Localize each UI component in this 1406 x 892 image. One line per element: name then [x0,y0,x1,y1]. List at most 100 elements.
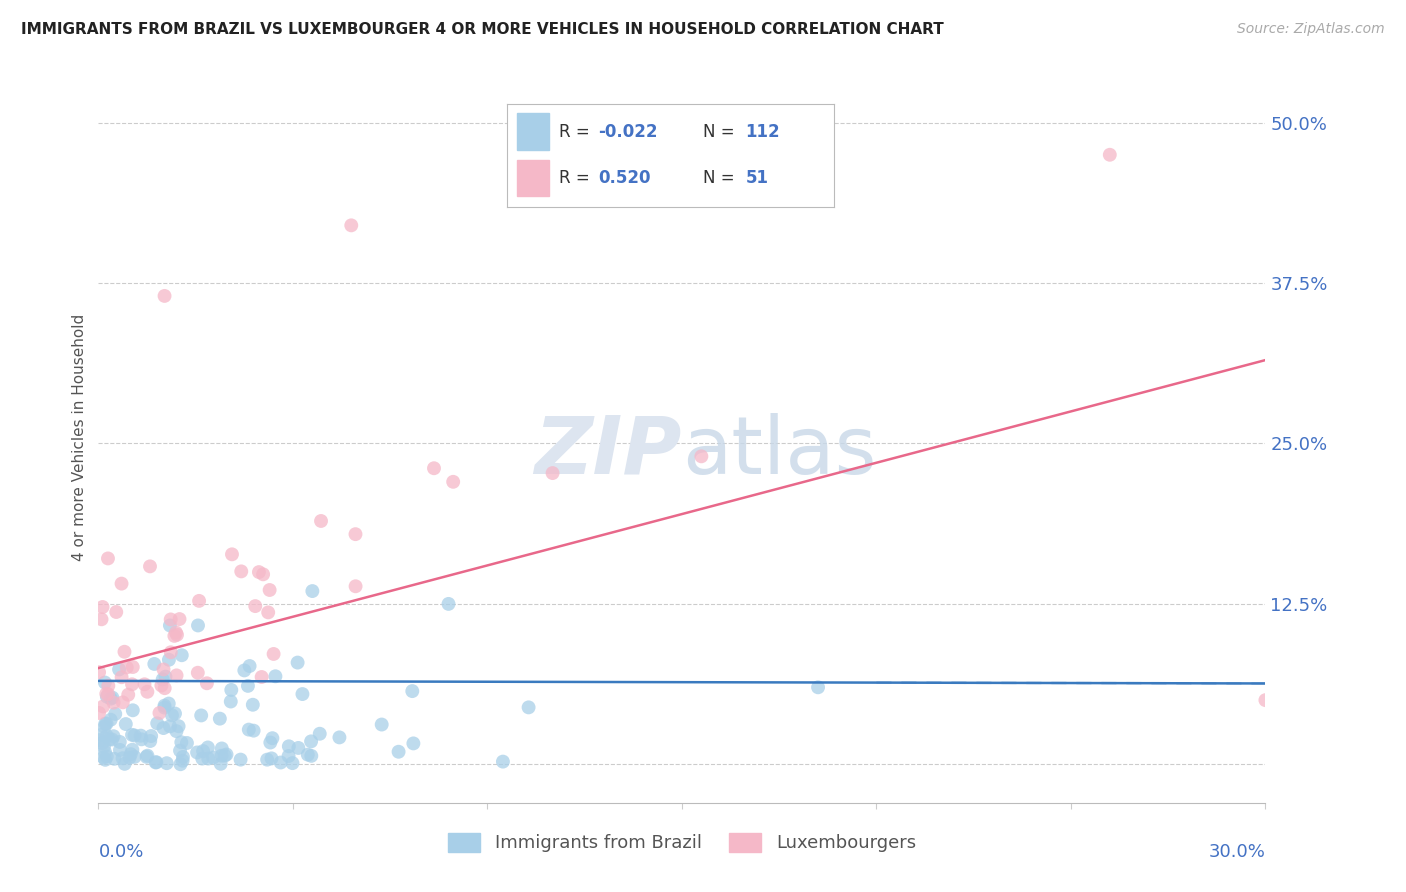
Point [97,679,120,693]
Point [94,753,117,767]
Point [541,466,564,480]
Point [190,708,212,723]
Point [121,742,143,756]
Point [167,719,190,733]
Point [256,753,278,767]
Point [690,450,713,464]
Point [90,728,112,742]
Text: 0.0%: 0.0% [98,843,143,861]
Point [117,688,139,702]
Point [114,756,136,771]
Point [221,547,243,561]
Point [150,678,173,692]
Point [108,735,131,749]
Point [93,750,115,764]
Point [111,695,134,709]
Point [264,669,287,683]
Point [91,736,114,750]
Point [277,739,299,754]
Point [153,289,176,303]
Point [160,708,183,723]
Point [165,625,187,640]
Point [187,665,209,680]
Point [299,734,322,748]
Point [219,694,242,708]
Point [157,653,180,667]
Point [103,752,125,766]
Point [291,687,314,701]
Point [91,599,114,614]
Point [187,618,209,632]
Point [299,748,322,763]
Point [239,659,262,673]
Point [169,743,191,757]
Point [135,749,157,764]
Point [90,612,112,626]
Point [195,676,218,690]
Point [136,748,159,763]
Point [437,597,460,611]
Point [340,219,363,233]
Point [259,582,281,597]
Point [146,716,169,731]
Point [89,733,111,747]
Point [370,717,392,731]
Point [245,599,267,613]
Text: atlas: atlas [682,413,876,491]
Point [103,696,125,710]
Point [242,698,264,712]
Point [211,741,233,756]
Point [1254,693,1277,707]
Point [100,713,122,727]
Point [139,729,162,743]
Point [96,729,118,743]
Point [121,703,143,717]
Point [215,747,238,762]
Point [96,690,118,704]
Point [87,706,110,720]
Point [257,606,280,620]
Point [208,712,231,726]
Text: Source: ZipAtlas.com: Source: ZipAtlas.com [1237,22,1385,37]
Point [121,677,143,691]
Point [169,612,191,626]
Point [163,629,186,643]
Point [297,747,319,762]
Point [93,720,115,734]
Text: IMMIGRANTS FROM BRAZIL VS LUXEMBOURGER 4 OR MORE VEHICLES IN HOUSEHOLD CORRELATI: IMMIGRANTS FROM BRAZIL VS LUXEMBOURGER 4… [21,22,943,37]
Point [281,756,304,771]
Point [139,559,162,574]
Point [1098,148,1121,162]
Point [108,743,131,757]
Point [91,699,114,714]
Point [221,682,243,697]
Point [328,731,350,745]
Point [263,647,285,661]
Point [152,673,174,687]
Text: 30.0%: 30.0% [1209,843,1265,861]
Point [152,721,174,735]
Point [344,527,367,541]
Point [170,648,193,663]
Point [197,740,219,755]
Point [94,745,117,759]
Point [166,668,188,682]
Point [242,723,264,738]
Point [172,750,194,764]
Point [209,756,232,771]
Point [105,605,128,619]
Point [402,736,425,750]
Point [155,670,177,684]
Point [114,717,136,731]
Point [309,514,332,528]
Point [97,551,120,566]
Point [145,756,167,770]
Point [165,724,187,739]
Point [166,628,188,642]
Point [87,665,110,680]
Point [172,754,194,768]
Point [159,719,181,733]
Point [118,750,141,764]
Point [229,753,252,767]
Point [262,731,284,746]
